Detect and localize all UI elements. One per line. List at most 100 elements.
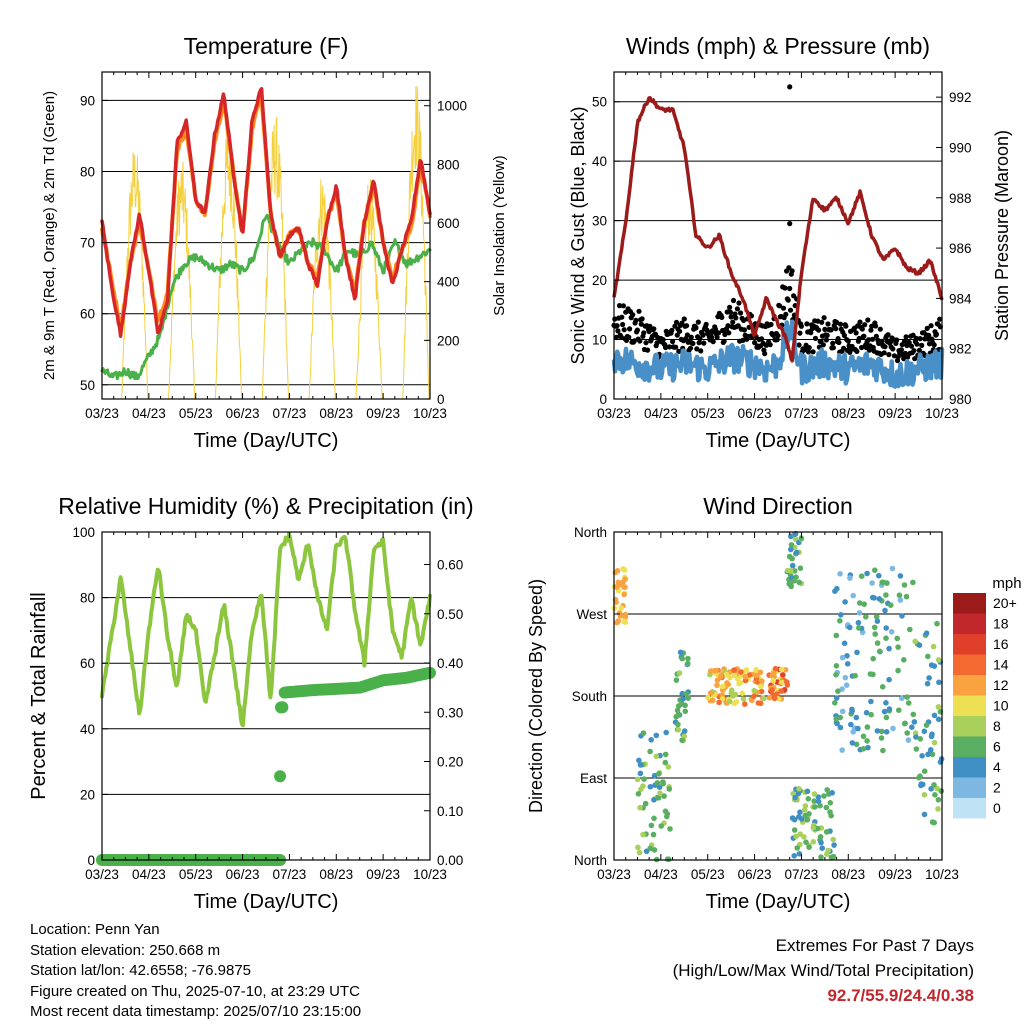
direction-point bbox=[613, 584, 620, 590]
station-elevation: Station elevation: 250.668 m bbox=[30, 941, 221, 959]
direction-point bbox=[680, 696, 686, 702]
solar-line bbox=[214, 135, 243, 400]
gust-point bbox=[890, 346, 896, 352]
direction-point bbox=[789, 562, 796, 569]
direction-point bbox=[676, 670, 683, 676]
direction-point bbox=[742, 677, 749, 684]
x-tick-label: 10/23 bbox=[413, 867, 447, 882]
direction-point bbox=[675, 727, 682, 733]
x-tick-label: 04/23 bbox=[132, 406, 166, 421]
direction-point bbox=[879, 684, 886, 690]
humidity-line bbox=[100, 531, 432, 728]
figure-created: Figure created on Thu, 2025-07-10, at 23… bbox=[30, 982, 360, 1000]
gust-point bbox=[787, 285, 793, 292]
y-tick-label: 10 bbox=[592, 333, 607, 348]
direction-point bbox=[886, 645, 892, 652]
direction-point bbox=[935, 716, 942, 723]
x-tick-label: 04/23 bbox=[644, 406, 678, 421]
direction-point bbox=[815, 794, 822, 800]
gust-point bbox=[693, 325, 699, 331]
direction-point bbox=[832, 700, 838, 706]
direction-point bbox=[839, 708, 846, 715]
gust-point bbox=[636, 308, 642, 314]
direction-point bbox=[791, 568, 798, 574]
direction-point bbox=[864, 570, 870, 577]
x-tick-label: 07/23 bbox=[785, 406, 819, 421]
direction-point bbox=[723, 671, 730, 678]
gust-point bbox=[730, 319, 736, 325]
direction-point bbox=[890, 725, 896, 732]
direction-point bbox=[682, 702, 688, 709]
direction-point bbox=[717, 673, 724, 680]
direction-point bbox=[648, 822, 655, 829]
direction-point bbox=[831, 842, 837, 848]
direction-point bbox=[850, 592, 856, 599]
gust-point bbox=[810, 349, 816, 355]
chart-panel-NaN: Winds (mph) & Pressure (mb) 03/23 04/23 05/… bbox=[568, 33, 1012, 452]
x-axis-label: Time (Day/UTC) bbox=[194, 430, 339, 452]
direction-point bbox=[833, 663, 840, 669]
direction-point bbox=[919, 753, 925, 759]
gust-point bbox=[798, 323, 805, 329]
y-axis-label: Percent & Total Rainfall bbox=[28, 592, 50, 800]
gust-point bbox=[882, 344, 888, 350]
gust-point bbox=[677, 328, 683, 334]
direction-point bbox=[888, 602, 894, 608]
direction-point bbox=[848, 721, 854, 728]
direction-point bbox=[854, 649, 860, 656]
direction-point bbox=[636, 757, 642, 764]
direction-point bbox=[753, 667, 759, 673]
gust-point bbox=[733, 315, 739, 321]
colorbar-swatch bbox=[953, 593, 986, 614]
direction-point bbox=[757, 669, 764, 676]
gust-point bbox=[926, 332, 932, 338]
direction-point bbox=[935, 657, 942, 663]
direction-point bbox=[834, 585, 840, 592]
direction-point bbox=[713, 667, 720, 674]
direction-point bbox=[855, 619, 862, 626]
gust-point bbox=[869, 336, 876, 342]
gust-point bbox=[698, 348, 704, 354]
direction-point bbox=[863, 614, 869, 620]
gust-point bbox=[626, 334, 632, 340]
direction-point bbox=[640, 783, 646, 789]
chart-title: Temperature (F) bbox=[184, 33, 349, 59]
direction-point bbox=[667, 826, 673, 832]
gust-point bbox=[797, 330, 803, 336]
solar-line bbox=[308, 179, 336, 400]
direction-point bbox=[758, 683, 764, 690]
gust-point bbox=[684, 323, 690, 329]
station-info: Location: Penn Yan Station elevation: 25… bbox=[30, 920, 361, 1023]
gust-point bbox=[732, 311, 738, 317]
gust-point bbox=[647, 323, 653, 329]
direction-point bbox=[823, 804, 830, 811]
direction-point bbox=[618, 605, 624, 611]
direction-point bbox=[863, 709, 870, 716]
direction-point bbox=[916, 642, 923, 648]
direction-point bbox=[847, 575, 853, 581]
y2-tick-label: 200 bbox=[437, 333, 460, 348]
gust-point bbox=[913, 335, 919, 341]
direction-point bbox=[805, 796, 812, 802]
extremes-title: Extremes For Past 7 Days bbox=[775, 936, 974, 955]
direction-point bbox=[878, 735, 885, 741]
direction-point bbox=[905, 700, 912, 706]
direction-point bbox=[620, 579, 626, 585]
direction-point bbox=[837, 571, 843, 577]
direction-point bbox=[786, 581, 792, 587]
gust-point bbox=[780, 305, 787, 311]
gust-point bbox=[694, 346, 700, 352]
y2-tick-label: 0.60 bbox=[437, 558, 463, 573]
direction-point bbox=[810, 839, 817, 845]
gust-point bbox=[700, 332, 706, 338]
gust-point bbox=[857, 319, 863, 325]
direction-point bbox=[791, 853, 797, 859]
gust-point bbox=[808, 330, 814, 336]
direction-point bbox=[771, 670, 777, 677]
direction-point bbox=[778, 688, 784, 694]
direction-point bbox=[679, 655, 685, 662]
gust-point bbox=[916, 347, 923, 353]
direction-point bbox=[899, 613, 905, 619]
gust-point bbox=[762, 351, 768, 357]
